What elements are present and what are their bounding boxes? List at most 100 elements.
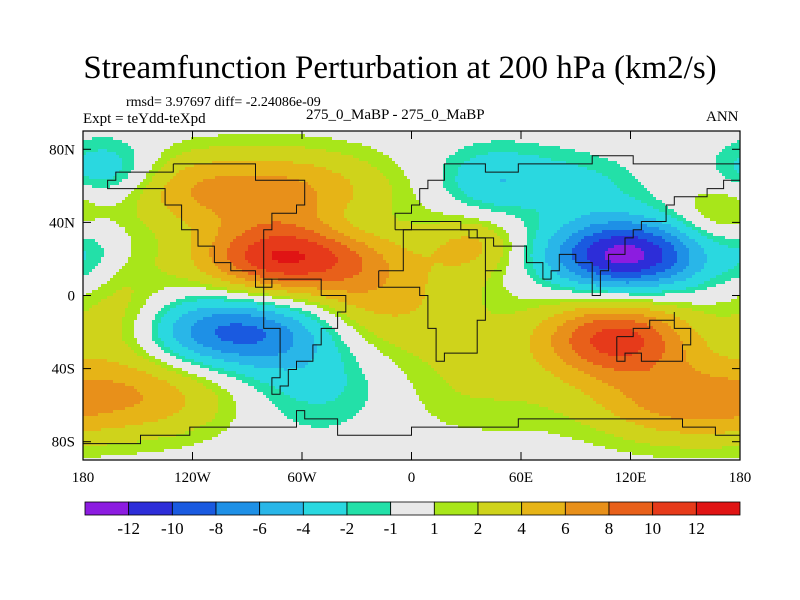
- contour-cell: [83, 254, 87, 258]
- contour-cell: [632, 452, 740, 456]
- contour-cell: [83, 317, 123, 321]
- contour-cell: [272, 257, 306, 261]
- contour-cell: [137, 368, 168, 372]
- contour-cell: [146, 302, 171, 306]
- contour-cell: [575, 260, 591, 264]
- contour-cell: [395, 242, 447, 246]
- contour-cell: [575, 245, 591, 249]
- contour-cell: [731, 278, 740, 282]
- contour-cell: [194, 263, 216, 267]
- contour-cell: [548, 317, 576, 321]
- contour-cell: [503, 281, 537, 285]
- contour-cell: [590, 374, 711, 378]
- contour-cell: [644, 257, 663, 261]
- contour-cell: [557, 329, 576, 333]
- contour-cell: [374, 344, 396, 348]
- contour-cell: [227, 272, 249, 276]
- contour-cell: [158, 239, 192, 243]
- contour-cell: [134, 158, 159, 162]
- contour-cell: [191, 149, 327, 153]
- contour-cell: [170, 146, 210, 150]
- contour-cell: [305, 134, 740, 138]
- case-label: 275_0_MaBP - 275_0_MaBP: [306, 107, 485, 123]
- contour-cell: [134, 164, 153, 168]
- contour-cell: [455, 152, 489, 156]
- contour-cell: [83, 227, 126, 231]
- contour-cell: [95, 203, 117, 207]
- contour-cell: [341, 392, 369, 396]
- contour-cell: [128, 173, 147, 177]
- contour-cell: [320, 302, 348, 306]
- contour-cell: [539, 404, 603, 408]
- contour-cell: [83, 188, 135, 192]
- contour-cell: [413, 251, 435, 255]
- contour-cell: [104, 254, 132, 258]
- contour-cell: [317, 347, 339, 351]
- contour-cell: [86, 251, 105, 255]
- contour-cell: [392, 206, 426, 210]
- contour-cell: [572, 365, 603, 369]
- contour-cell: [227, 296, 273, 300]
- contour-cell: [455, 389, 582, 393]
- contour-cell: [293, 299, 309, 303]
- contour-cell: [263, 329, 291, 333]
- contour-cell: [161, 197, 195, 201]
- contour-cell: [152, 167, 162, 171]
- contour-cell: [194, 338, 222, 342]
- contour-cell: [191, 188, 315, 192]
- contour-cell: [236, 371, 345, 375]
- contour-cell: [737, 158, 740, 162]
- contour-cell: [155, 314, 165, 318]
- contour-cell: [554, 314, 585, 318]
- contour-cell: [311, 185, 354, 189]
- x-tick-label: 180: [72, 470, 95, 486]
- contour-cell: [413, 188, 447, 192]
- contour-cell: [326, 401, 366, 405]
- contour-cell: [584, 227, 660, 231]
- contour-cell: [353, 197, 393, 201]
- contour-cell: [212, 365, 255, 369]
- contour-cell: [323, 245, 348, 249]
- contour-cell: [152, 329, 159, 333]
- contour-cell: [122, 338, 138, 342]
- contour-cell: [299, 251, 333, 255]
- contour-cell: [272, 221, 282, 225]
- contour-cell: [191, 377, 207, 381]
- contour-cell: [653, 326, 672, 330]
- contour-cell: [539, 221, 570, 225]
- contour-cell: [275, 311, 300, 315]
- contour-cell: [635, 401, 740, 405]
- contour-cell: [665, 311, 705, 315]
- contour-cell: [590, 224, 648, 228]
- contour-cell: [395, 344, 531, 348]
- contour-cell: [83, 359, 108, 363]
- contour-cell: [200, 353, 240, 357]
- contour-cell: [425, 404, 540, 408]
- contour-cell: [242, 380, 261, 384]
- contour-cell: [83, 293, 87, 297]
- contour-cell: [497, 266, 507, 270]
- contour-cell: [290, 347, 318, 351]
- contour-cell: [551, 344, 573, 348]
- contour-cell: [530, 350, 555, 354]
- contour-cell: [125, 197, 141, 201]
- contour-cell: [401, 167, 444, 171]
- contour-cell: [401, 368, 435, 372]
- contour-cell: [236, 266, 258, 270]
- contour-cell: [101, 284, 213, 288]
- contour-cell: [500, 179, 507, 183]
- contour-cell: [137, 338, 153, 342]
- contour-cell: [551, 371, 585, 375]
- contour-cell: [257, 224, 297, 228]
- contour-cell: [719, 170, 738, 174]
- contour-cell: [308, 299, 339, 303]
- contour-cell: [182, 368, 210, 372]
- contour-cell: [275, 320, 300, 324]
- contour-cell: [560, 302, 654, 306]
- contour-cell: [83, 410, 114, 414]
- contour-cell: [278, 278, 345, 282]
- contour-cell: [440, 221, 462, 225]
- contour-cell: [158, 311, 168, 315]
- contour-cell: [167, 206, 207, 210]
- contour-cell: [563, 380, 603, 384]
